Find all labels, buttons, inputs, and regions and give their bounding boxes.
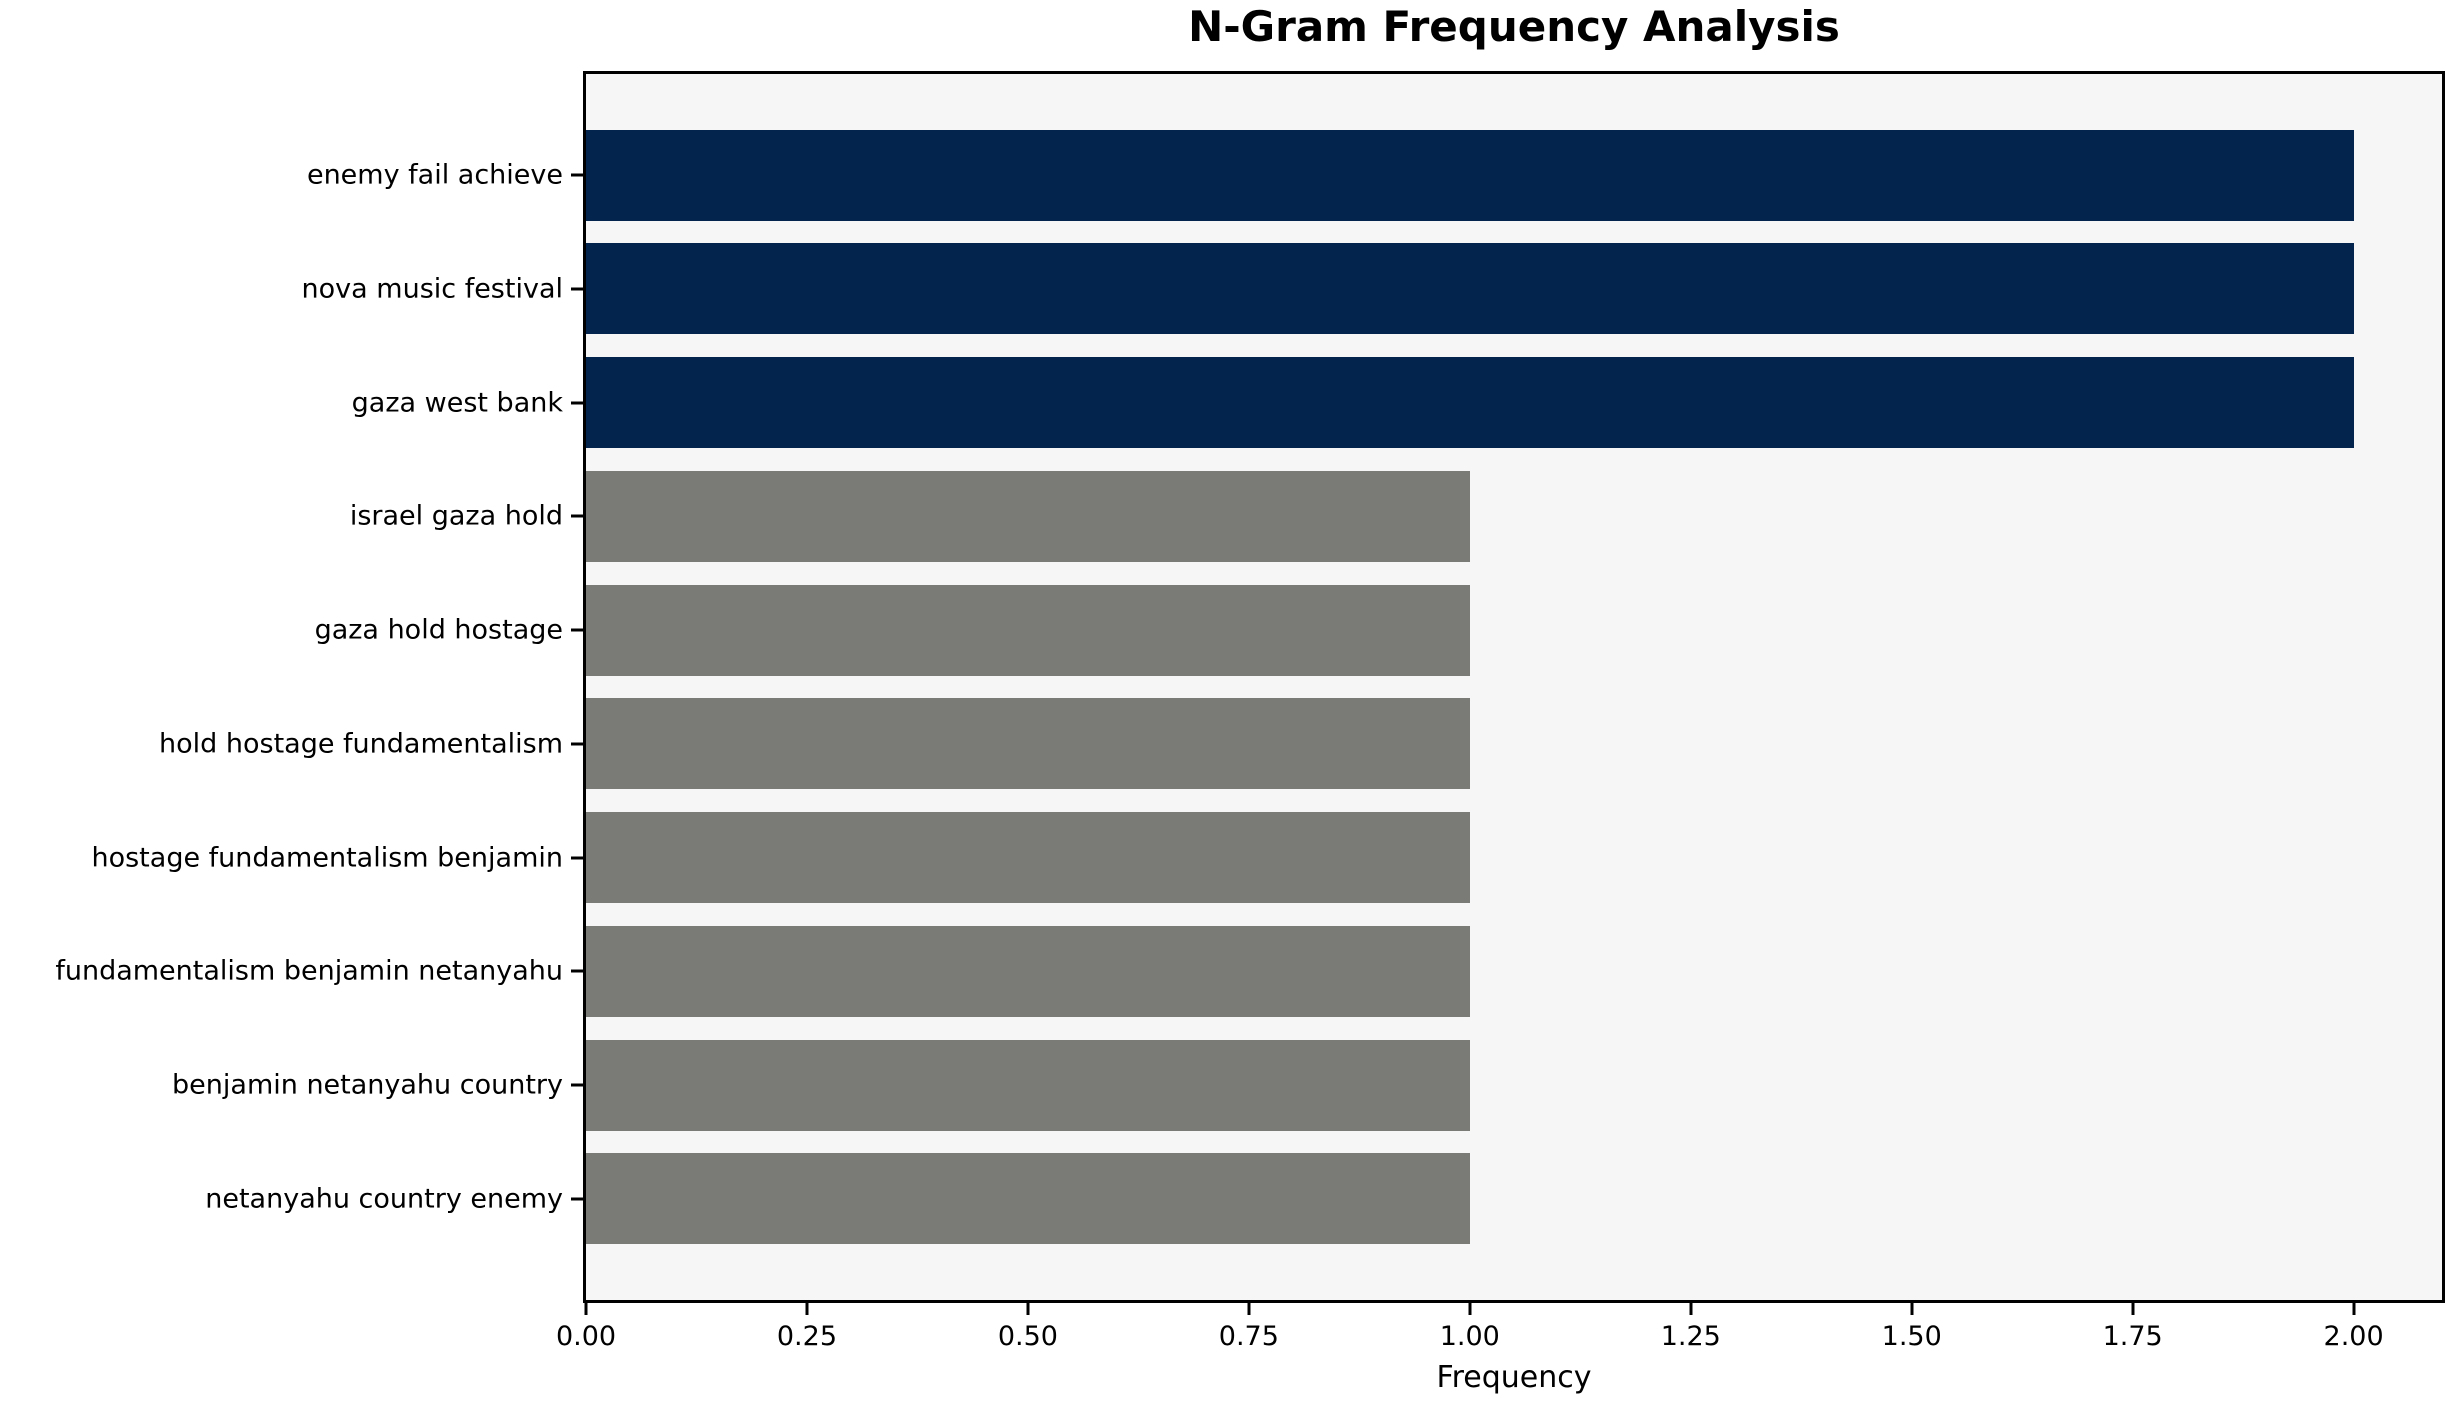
y-axis-label: benjamin netanyahu country xyxy=(172,1069,563,1101)
x-tick-mark xyxy=(2352,1303,2356,1315)
y-tick-mark xyxy=(571,173,583,177)
bar-enemy-fail-achieve xyxy=(586,129,2354,221)
x-tick-mark xyxy=(805,1303,809,1315)
plot-area xyxy=(583,71,2445,1303)
x-tick-mark xyxy=(2131,1303,2135,1315)
y-axis-label: nova music festival xyxy=(301,273,563,305)
chart-title: N-Gram Frequency Analysis xyxy=(1188,2,1840,51)
x-axis-tick-label: 1.00 xyxy=(1439,1321,1500,1352)
y-tick-mark xyxy=(571,856,583,860)
x-axis-tick-label: 0.25 xyxy=(776,1321,837,1352)
y-tick-mark xyxy=(571,969,583,973)
bar-fundamentalism-benjamin-netanyahu xyxy=(586,925,1470,1017)
y-tick-mark xyxy=(571,514,583,518)
x-axis-tick-label: 2.00 xyxy=(2323,1321,2384,1352)
y-tick-mark xyxy=(571,1197,583,1201)
y-axis-label: netanyahu country enemy xyxy=(205,1183,563,1215)
y-axis-label: fundamentalism benjamin netanyahu xyxy=(55,955,563,987)
x-axis-title: Frequency xyxy=(1436,1360,1592,1395)
bar-israel-gaza-hold xyxy=(586,470,1470,562)
bar-hold-hostage-fundamentalism xyxy=(586,698,1470,790)
y-axis-label: hostage fundamentalism benjamin xyxy=(91,842,563,874)
y-tick-mark xyxy=(571,742,583,746)
x-tick-mark xyxy=(584,1303,588,1315)
x-tick-mark xyxy=(1247,1303,1251,1315)
y-axis-label: gaza west bank xyxy=(351,387,563,419)
bar-nova-music-festival xyxy=(586,243,2354,335)
bar-gaza-west-bank xyxy=(586,357,2354,449)
y-tick-mark xyxy=(571,628,583,632)
y-axis-label: hold hostage fundamentalism xyxy=(159,728,563,760)
x-tick-mark xyxy=(1910,1303,1914,1315)
x-tick-mark xyxy=(1689,1303,1693,1315)
bar-gaza-hold-hostage xyxy=(586,584,1470,676)
x-axis-tick-label: 1.25 xyxy=(1660,1321,1721,1352)
y-axis-label: enemy fail achieve xyxy=(306,159,563,191)
y-tick-mark xyxy=(571,1083,583,1087)
x-axis-tick-label: 0.50 xyxy=(997,1321,1058,1352)
x-axis-tick-label: 1.75 xyxy=(2102,1321,2163,1352)
y-tick-mark xyxy=(571,401,583,405)
y-axis-label: gaza hold hostage xyxy=(314,614,563,646)
x-axis-tick-label: 0.75 xyxy=(1218,1321,1279,1352)
bar-benjamin-netanyahu-country xyxy=(586,1039,1470,1131)
x-axis-tick-label: 1.50 xyxy=(1881,1321,1942,1352)
x-axis-tick-label: 0.00 xyxy=(555,1321,617,1352)
bar-hostage-fundamentalism-benjamin xyxy=(586,812,1470,904)
bar-netanyahu-country-enemy xyxy=(586,1153,1470,1245)
y-axis-label: israel gaza hold xyxy=(349,500,563,532)
y-tick-mark xyxy=(571,287,583,291)
x-tick-mark xyxy=(1468,1303,1472,1315)
x-tick-mark xyxy=(1026,1303,1030,1315)
